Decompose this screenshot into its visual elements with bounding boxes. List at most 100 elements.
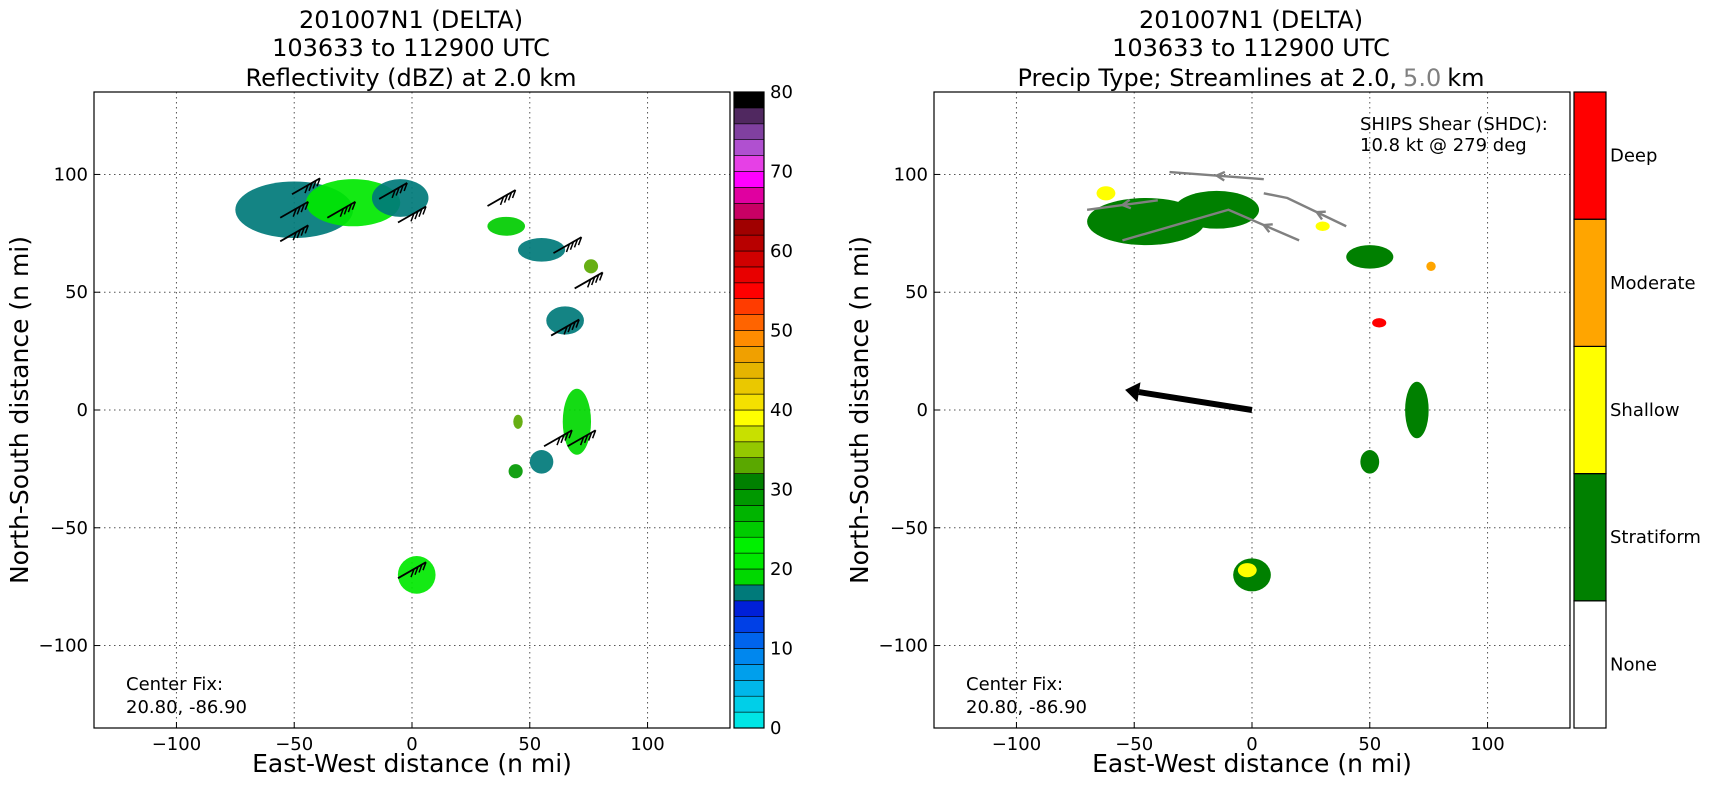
wind-barb-flag xyxy=(590,276,596,286)
wind-barb-icon xyxy=(553,236,583,254)
wind-barb-flag xyxy=(598,272,604,281)
wind-barb-flag xyxy=(312,180,317,189)
precip-region-deep xyxy=(1372,318,1387,328)
reflectivity-echo xyxy=(562,388,592,455)
precip-region-shallow xyxy=(1096,186,1116,201)
precip-region-stratiform xyxy=(1405,381,1429,439)
wind-barb-icon xyxy=(378,182,408,200)
wind-barb-icon xyxy=(397,561,427,579)
wind-barb-flag xyxy=(391,189,396,199)
reflectivity-colorbar-ticks: 0 10 20 30 40 50 60 70 80 xyxy=(770,82,793,739)
colorbar-swatch xyxy=(733,298,765,315)
colorbar-tick-label: 50 xyxy=(770,321,793,342)
streamline-arrowhead xyxy=(1214,170,1226,182)
streamline-arrowhead xyxy=(1119,198,1132,210)
wind-barb-flag xyxy=(351,201,357,211)
colorbar-swatch xyxy=(733,377,765,395)
colorbar-swatch xyxy=(733,505,765,522)
wind-barb-flag xyxy=(292,208,297,217)
streamline-arrow-icon xyxy=(1122,208,1300,242)
reflectivity-echo xyxy=(487,216,526,236)
reflectivity-echo xyxy=(397,556,436,594)
precip-legend-label-none: None xyxy=(1610,654,1657,675)
precip-legend-swatch-shallow xyxy=(1573,345,1607,475)
left-y-tick-label: 0 xyxy=(77,400,88,421)
colorbar-swatch xyxy=(733,91,765,109)
left-title-line3: Reflectivity (dBZ) at 2.0 km xyxy=(246,64,577,92)
wind-barb-flag xyxy=(304,225,309,234)
wind-barb-flag xyxy=(414,210,419,220)
wind-barb-flag xyxy=(422,561,427,571)
right-title-line3-a: Precip Type; Streamlines at 2.0, xyxy=(1018,64,1398,92)
left-x-tick-label: −100 xyxy=(152,734,201,755)
wind-barb-icon xyxy=(487,189,517,207)
precip-type-colorbar: None Stratiform Shallow Moderate Deep xyxy=(1573,91,1701,729)
colorbar-swatch xyxy=(733,314,765,331)
colorbar-frame xyxy=(733,91,765,729)
colorbar-swatch xyxy=(733,489,765,506)
left-x-tick-label: 50 xyxy=(518,734,541,755)
colorbar-swatch xyxy=(733,600,765,617)
reflectivity-colorbar xyxy=(733,91,765,729)
colorbar-swatch xyxy=(733,234,765,252)
colorbar-swatch xyxy=(733,361,765,379)
reflectivity-echo xyxy=(583,259,599,274)
colorbar-swatch xyxy=(733,346,765,363)
left-x-tick-label: 100 xyxy=(630,734,664,755)
right-panel: 201007N1 (DELTA) 103633 to 112900 UTC Pr… xyxy=(845,6,1701,778)
wind-barb-flag xyxy=(556,436,561,446)
precip-legend-label-shallow: Shallow xyxy=(1610,400,1680,421)
colorbar-swatch xyxy=(733,536,765,554)
precip-region-stratiform xyxy=(1346,245,1394,269)
reflectivity-echo xyxy=(546,306,584,335)
wind-barb-flag xyxy=(565,243,571,253)
wind-barb-flag xyxy=(511,189,517,199)
colorbar-tick-label: 40 xyxy=(770,400,793,421)
colorbar-swatch xyxy=(733,520,765,538)
precip-legend-swatch-moderate xyxy=(1573,218,1607,347)
wind-barb-flag xyxy=(591,430,597,439)
right-center-fix-value: 20.80, -86.90 xyxy=(966,697,1087,718)
precip-region-moderate xyxy=(1426,261,1436,272)
right-x-ticks: −100 −50 0 50 100 xyxy=(992,722,1505,755)
colorbar-swatch xyxy=(733,679,765,697)
colorbar-swatch xyxy=(733,648,765,665)
wind-barb-icon xyxy=(574,271,604,290)
wind-barb-icon xyxy=(326,200,357,219)
wind-barb-flag xyxy=(563,326,568,335)
right-y-ticks: −100 −50 0 50 100 xyxy=(879,164,940,657)
precip-region-stratiform xyxy=(1360,450,1380,474)
precip-region-shallow xyxy=(1315,221,1330,231)
right-x-tick-label: 50 xyxy=(1358,734,1381,755)
wind-barb-flag xyxy=(343,206,349,215)
left-wind-barbs xyxy=(279,177,604,579)
colorbar-swatch xyxy=(733,695,765,713)
wind-barb-flag xyxy=(569,241,575,250)
wind-barb-flag xyxy=(347,203,353,213)
wind-barb-flag xyxy=(503,194,509,203)
right-title-line3-c: km xyxy=(1447,64,1484,92)
colorbar-swatch xyxy=(733,155,765,172)
streamline-arrowhead xyxy=(1314,210,1326,221)
wind-barb-flag xyxy=(573,239,579,248)
right-grid xyxy=(934,92,1570,728)
precip-legend-label-moderate: Moderate xyxy=(1610,273,1696,294)
wind-barb-flag xyxy=(586,279,592,288)
right-y-tick-label: 100 xyxy=(894,164,928,185)
right-title-line1: 201007N1 (DELTA) xyxy=(1139,6,1363,34)
left-x-ticks: −100 −50 0 50 100 xyxy=(152,722,665,755)
left-y-tick-label: −100 xyxy=(39,636,88,657)
left-title-line2: 103633 to 112900 UTC xyxy=(272,34,550,62)
wind-barb-flag xyxy=(296,206,301,215)
right-y-tick-label: 50 xyxy=(905,282,928,303)
right-x-tick-label: 0 xyxy=(1246,734,1257,755)
colorbar-swatch xyxy=(733,266,765,284)
shear-vector-icon xyxy=(1125,382,1253,413)
colorbar-swatch xyxy=(733,139,765,156)
left-x-tick-label: −50 xyxy=(275,734,313,755)
wind-barb-flag xyxy=(571,321,576,331)
wind-barb-flag xyxy=(594,274,600,284)
wind-barb-flag xyxy=(568,430,573,439)
colorbar-swatch xyxy=(733,457,765,474)
left-x-axis-label: East-West distance (n mi) xyxy=(252,749,572,778)
